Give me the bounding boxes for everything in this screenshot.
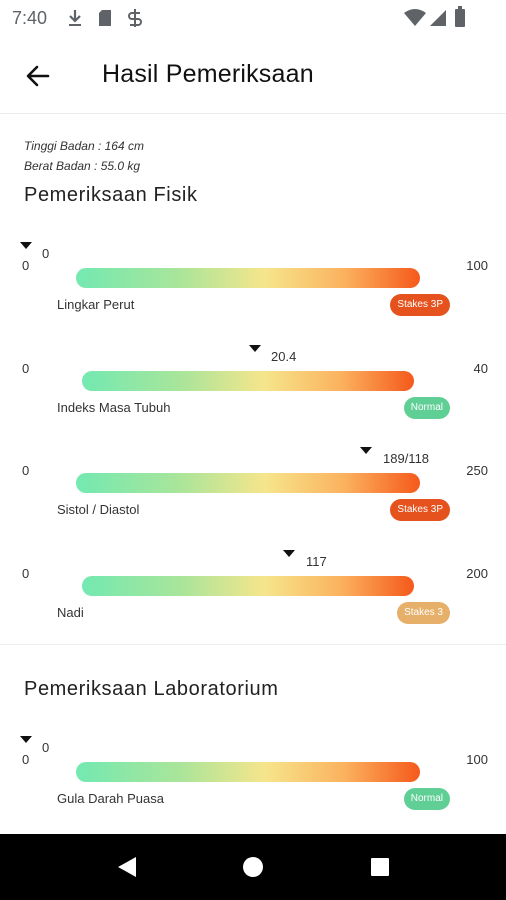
- battery-icon: [455, 6, 465, 27]
- metric-gula-darah-puasa: 0 0 100 Gula Darah Puasa Normal: [0, 730, 506, 830]
- metric-max: 100: [466, 752, 488, 767]
- metric-min: 0: [22, 566, 30, 581]
- lab-exam-title: Pemeriksaan Laboratorium: [24, 678, 279, 700]
- gauge-bar: [82, 576, 414, 596]
- metric-value: 20.4: [271, 349, 297, 364]
- status-time: 7:40: [12, 8, 48, 28]
- nav-back-button[interactable]: [114, 854, 140, 880]
- metric-label: Gula Darah Puasa: [57, 791, 164, 806]
- sync-icon: [128, 9, 142, 27]
- gauge-bar: [76, 268, 420, 288]
- home-circle-icon: [243, 857, 263, 877]
- metric-value: 0: [42, 246, 50, 261]
- status-badge: Stakes 3: [397, 602, 450, 624]
- metric-max: 40: [473, 361, 488, 376]
- weight-info: Berat Badan : 55.0 kg: [24, 159, 141, 173]
- metric-value: 189/118: [383, 451, 430, 466]
- metric-max: 250: [466, 463, 488, 478]
- gauge-bar: [76, 473, 420, 493]
- nav-recents-button[interactable]: [367, 854, 393, 880]
- value-marker: [249, 345, 261, 352]
- value-marker: [20, 242, 32, 249]
- physical-exam-title: Pemeriksaan Fisik: [24, 184, 198, 206]
- metric-max: 200: [466, 566, 488, 581]
- metric-value: 117: [306, 554, 327, 569]
- metric-sistol-diastol: 189/118 0 250 Sistol / Diastol Stakes 3P: [0, 441, 506, 541]
- section-divider: [0, 644, 506, 645]
- back-triangle-icon: [118, 857, 136, 877]
- value-marker: [20, 736, 32, 743]
- status-badge: Normal: [403, 397, 450, 419]
- status-badge: Stakes 3P: [390, 294, 450, 316]
- value-marker: [360, 447, 372, 454]
- metric-value: 0: [42, 740, 50, 755]
- signal-icon: [430, 10, 446, 26]
- metric-nadi: 117 0 200 Nadi Stakes 3: [0, 544, 506, 644]
- gauge-bar: [76, 762, 420, 782]
- nav-home-button[interactable]: [240, 854, 266, 880]
- page-title: Hasil Pemeriksaan: [102, 60, 314, 88]
- metric-label: Indeks Masa Tubuh: [57, 400, 171, 415]
- metric-min: 0: [22, 463, 30, 478]
- metric-min: 0: [22, 258, 30, 273]
- back-button[interactable]: [18, 56, 58, 96]
- metric-label: Sistol / Diastol: [57, 502, 140, 517]
- status-badge: Normal: [403, 788, 450, 810]
- metric-label: Lingkar Perut: [57, 297, 135, 312]
- gauge-bar: [82, 371, 414, 391]
- metric-min: 0: [22, 361, 30, 376]
- metric-lingkar-perut: 0 0 100 Lingkar Perut Stakes 3P: [0, 236, 506, 336]
- metric-indeks-masa-tubuh: 20.4 0 40 Indeks Masa Tubuh Normal: [0, 339, 506, 439]
- status-badge: Stakes 3P: [390, 499, 450, 521]
- metric-label: Nadi: [57, 605, 84, 620]
- value-marker: [283, 550, 295, 557]
- status-bar: 7:40: [0, 0, 506, 36]
- download-icon: [69, 10, 81, 26]
- sd-card-icon: [99, 10, 111, 26]
- results-content[interactable]: Tinggi Badan : 164 cm Berat Badan : 55.0…: [0, 114, 506, 834]
- metric-max: 100: [466, 258, 488, 273]
- app-bar: Hasil Pemeriksaan: [0, 36, 506, 114]
- wifi-icon: [404, 9, 426, 26]
- system-nav-bar: [0, 834, 506, 900]
- height-info: Tinggi Badan : 164 cm: [24, 139, 144, 153]
- arrow-back-icon: [26, 65, 50, 87]
- recents-square-icon: [371, 858, 389, 876]
- metric-min: 0: [22, 752, 30, 767]
